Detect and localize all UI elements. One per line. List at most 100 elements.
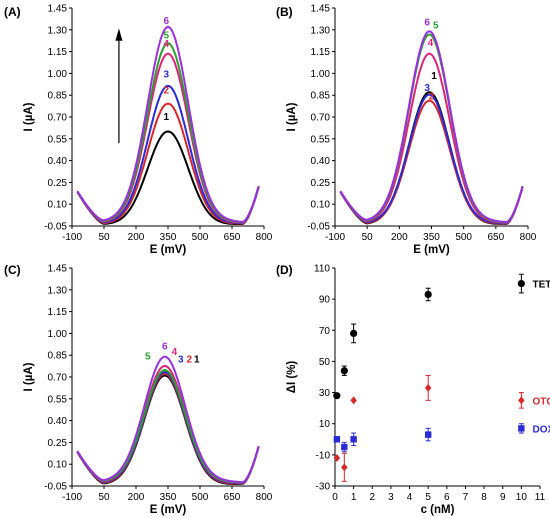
x-tick-label: 800	[256, 492, 273, 503]
y-tick-label: 1.15	[311, 47, 331, 58]
y-tick-label: 90	[319, 295, 331, 306]
series-6-label: 6	[162, 341, 168, 352]
y-tick-label: -30	[316, 482, 331, 493]
panel-label: (D)	[276, 263, 293, 277]
y-tick-label: 1.00	[48, 329, 68, 340]
tet-point	[333, 392, 341, 400]
series-2-line	[76, 372, 260, 485]
x-tick-label: 10	[516, 492, 528, 503]
y-tick-label: 0.25	[48, 438, 68, 449]
otc-point	[350, 396, 357, 405]
series-3-label: 3	[424, 83, 430, 94]
y-tick-label: 0.55	[311, 134, 331, 145]
y-tick-label: 1.30	[48, 285, 68, 296]
x-tick-label: 650	[224, 232, 241, 243]
y-tick-label: 0.40	[48, 416, 68, 427]
x-tick-label: -100	[325, 232, 345, 243]
x-tick-label: 650	[224, 492, 241, 503]
panel-a: (A) -0.05 0.10 0.25 0.40 0.55 0.70 0.85 1.00 1.15…	[4, 4, 273, 257]
x-tick-label: 5	[425, 492, 431, 503]
y-tick-label: 0.40	[48, 156, 68, 167]
y-tick-label: 70	[319, 326, 331, 337]
panel-label: (A)	[4, 5, 21, 19]
dox-point	[424, 431, 432, 438]
panel-c: (C) -0.05 0.10 0.25 0.40 0.55 0.70 0.85 1.00 1.15…	[4, 263, 273, 516]
y-tick-label: 30	[319, 388, 331, 399]
series-1-label: 1	[194, 354, 200, 365]
x-tick-label: 9	[500, 492, 506, 503]
series-3-line	[76, 84, 260, 225]
otc-point	[518, 396, 525, 405]
x-axis-title: c (nM)	[421, 504, 455, 516]
y-tick-label: -0.05	[44, 482, 67, 493]
panel-d: (D) -30 -10 10 30 50 70 90 110 0 1 2 3 4 5 6 7 8 9 10 11 c (n…	[276, 263, 550, 516]
tet-point	[424, 290, 432, 299]
y-tick-label: -10	[316, 450, 331, 461]
series-1-label: 1	[431, 71, 437, 82]
dox-label: DOX	[533, 424, 550, 435]
otc-point	[333, 453, 341, 462]
x-tick-label: 350	[160, 232, 177, 243]
x-axis-title: E (mV)	[413, 244, 450, 256]
y-tick-label: 0.55	[48, 394, 68, 405]
series-2-line	[339, 99, 524, 225]
tet-point	[350, 329, 358, 337]
y-tick-label: 0.55	[48, 134, 68, 145]
x-tick-label: 4	[407, 492, 413, 503]
x-tick-label: -100	[62, 232, 82, 243]
x-tick-label: 200	[391, 232, 408, 243]
panel-label: (B)	[276, 5, 293, 19]
otc-point	[341, 463, 348, 472]
y-tick-label: 1.15	[48, 307, 68, 318]
otc-point	[424, 383, 432, 392]
y-tick-label: 1.45	[48, 264, 68, 275]
panel-label: (C)	[4, 263, 21, 277]
y-tick-label: 1.00	[311, 69, 331, 80]
series-6-line	[339, 30, 524, 224]
x-tick-label: 0	[332, 492, 338, 503]
series-5-label: 5	[164, 30, 170, 41]
series-1-label: 1	[164, 112, 170, 123]
series-4-label: 4	[164, 39, 170, 50]
y-tick-label: 1.00	[48, 69, 68, 80]
x-tick-label: 800	[256, 232, 273, 243]
series-2-label: 2	[187, 354, 193, 365]
x-tick-label: 3	[388, 492, 394, 503]
otc-label: OTC	[533, 396, 550, 407]
x-axis-title: E (mV)	[150, 244, 187, 256]
dox-point	[341, 443, 348, 451]
dox-point	[333, 436, 341, 443]
y-axis-title: I (µA)	[23, 102, 35, 131]
series-4-label: 4	[428, 38, 434, 49]
series-6-line	[76, 25, 260, 223]
x-tick-label: 2	[369, 492, 375, 503]
series-1-line	[339, 91, 524, 225]
x-tick-label: 800	[520, 232, 537, 243]
y-tick-label: 10	[319, 419, 331, 430]
y-tick-label: 1.15	[48, 47, 68, 58]
panel-b: (B) -0.05 0.10 0.25 0.40 0.55 0.70 0.85 1.00 1.15…	[276, 4, 537, 257]
y-tick-label: 0.85	[311, 91, 331, 102]
y-tick-label: 0.10	[48, 200, 68, 211]
y-tick-label: 0.70	[48, 113, 68, 124]
series-3-label: 3	[164, 70, 170, 81]
y-tick-label: 1.45	[48, 4, 68, 15]
y-tick-label: 0.70	[311, 113, 331, 124]
series-1-line	[76, 130, 260, 225]
y-tick-label: 110	[314, 264, 330, 275]
x-tick-label: 8	[481, 492, 487, 503]
y-tick-label: 1.45	[311, 4, 331, 15]
x-tick-label: 200	[128, 232, 145, 243]
x-axis-title: E (mV)	[150, 504, 187, 516]
x-tick-label: 7	[463, 492, 469, 503]
series-2-label: 2	[164, 86, 170, 97]
tet-point	[340, 367, 348, 375]
x-tick-label: 350	[160, 492, 177, 503]
series-4-label: 4	[172, 347, 178, 358]
y-tick-label: 0.85	[48, 91, 68, 102]
x-tick-label: 50	[98, 492, 110, 503]
series-3-label: 3	[178, 354, 184, 365]
y-tick-label: 50	[319, 357, 331, 368]
dox-point	[350, 436, 357, 443]
